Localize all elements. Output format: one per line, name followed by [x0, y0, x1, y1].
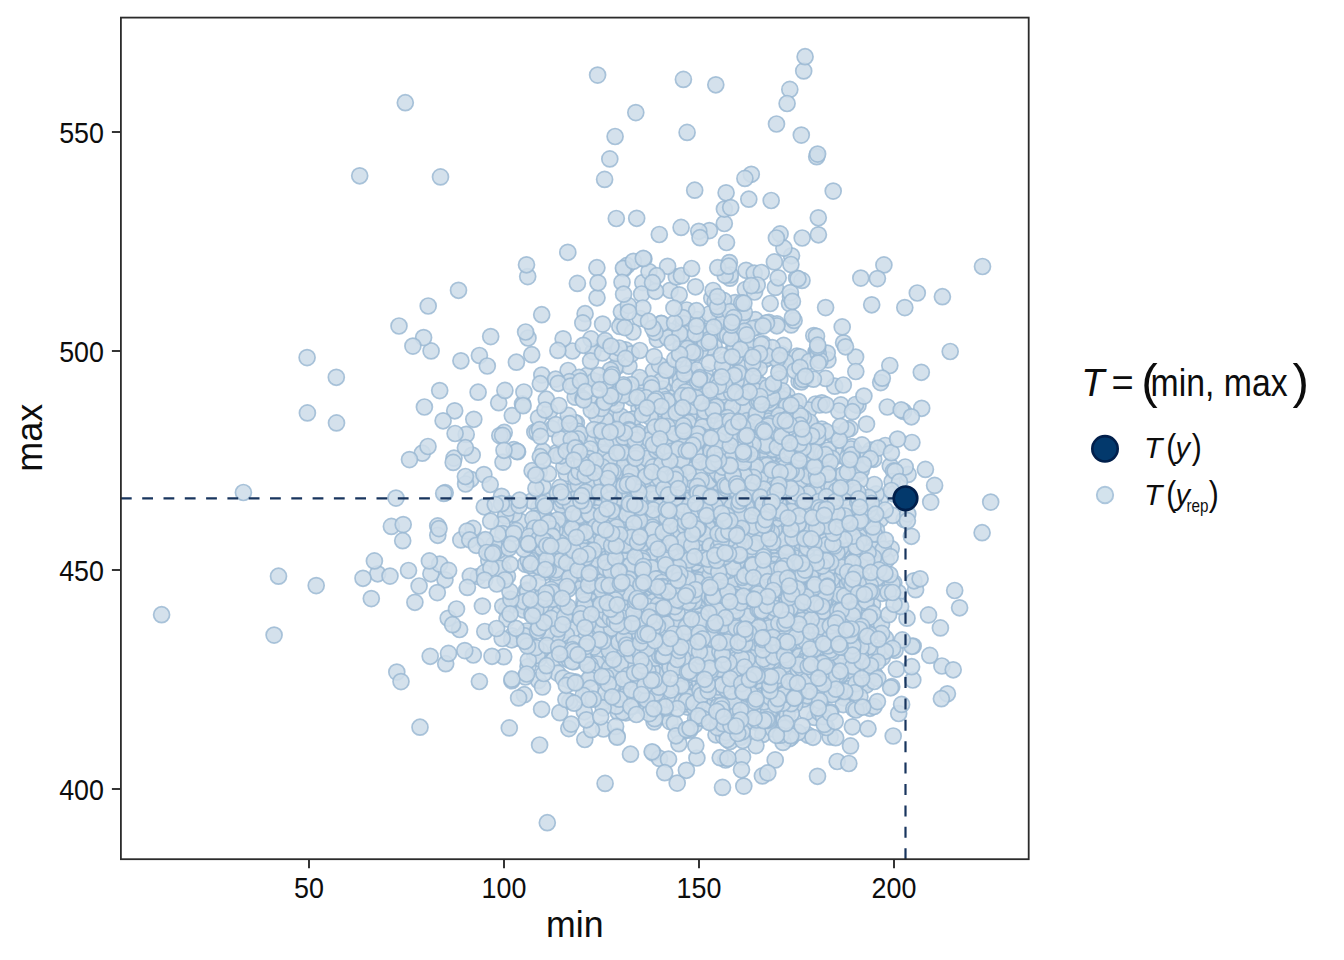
svg-text:550: 550 [59, 116, 104, 149]
svg-text:rep: rep [1187, 495, 1209, 516]
svg-text:): ) [1293, 355, 1309, 408]
svg-text:T: T [1144, 478, 1165, 511]
svg-text:): ) [1209, 474, 1219, 514]
svg-text:y: y [1174, 432, 1192, 464]
svg-text:min: min [546, 904, 604, 945]
svg-text:T: T [1081, 362, 1107, 404]
svg-text:200: 200 [872, 871, 917, 904]
svg-text:450: 450 [59, 554, 104, 587]
svg-text:100: 100 [482, 871, 527, 904]
svg-text:500: 500 [59, 335, 104, 368]
svg-text:): ) [1192, 426, 1202, 466]
svg-text:400: 400 [59, 773, 104, 806]
svg-text:T: T [1144, 431, 1165, 464]
svg-text:50: 50 [294, 871, 324, 904]
svg-text:=: = [1111, 362, 1133, 404]
svg-text:min, max: min, max [1151, 362, 1288, 404]
svg-text:max: max [10, 404, 51, 472]
svg-text:150: 150 [677, 871, 722, 904]
